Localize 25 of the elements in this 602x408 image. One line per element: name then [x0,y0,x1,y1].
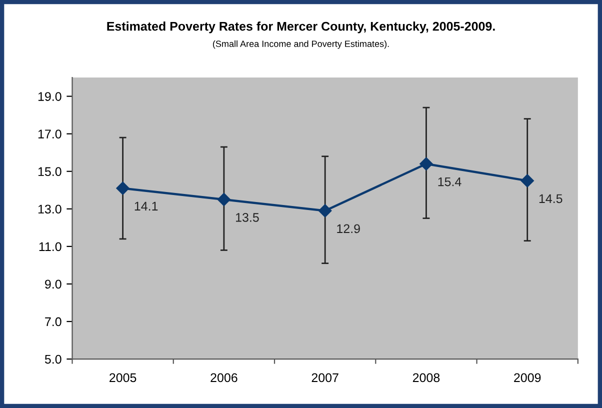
x-tick-label: 2007 [312,373,338,382]
chart-title: Estimated Poverty Rates for Mercer County, Kentucky, 2005-2009. [107,22,495,34]
point [420,157,433,170]
data-label: 12.9 [337,224,360,234]
x-tick-label: 2005 [110,373,136,382]
y-tick-label: 5.0 [44,354,62,364]
x-tick-label: 2009 [514,373,541,382]
data-label: 15.4 [438,177,462,186]
y-tick-label: 13.0 [38,204,62,214]
point [318,204,332,218]
y-tick-label: 11.0 [39,242,62,252]
data-label: 14.5 [539,194,562,204]
x-tick-label: 2006 [210,373,238,382]
y-tick-label: 17.0 [38,130,62,138]
y-tick-label: 7.0 [45,317,62,326]
y-tick-label: 15.0 [38,167,62,176]
chart-subtitle: (Small Area Income and Poverty Estimates). [213,40,389,49]
point [116,182,130,195]
x-tick-label: 2008 [412,373,440,382]
data-label: 13.5 [236,213,259,222]
data-label: 14.1 [134,202,158,210]
point [217,192,231,206]
point [520,174,534,188]
y-tick-label: 9.0 [45,280,62,289]
y-tick-label: 19.0 [38,92,62,101]
